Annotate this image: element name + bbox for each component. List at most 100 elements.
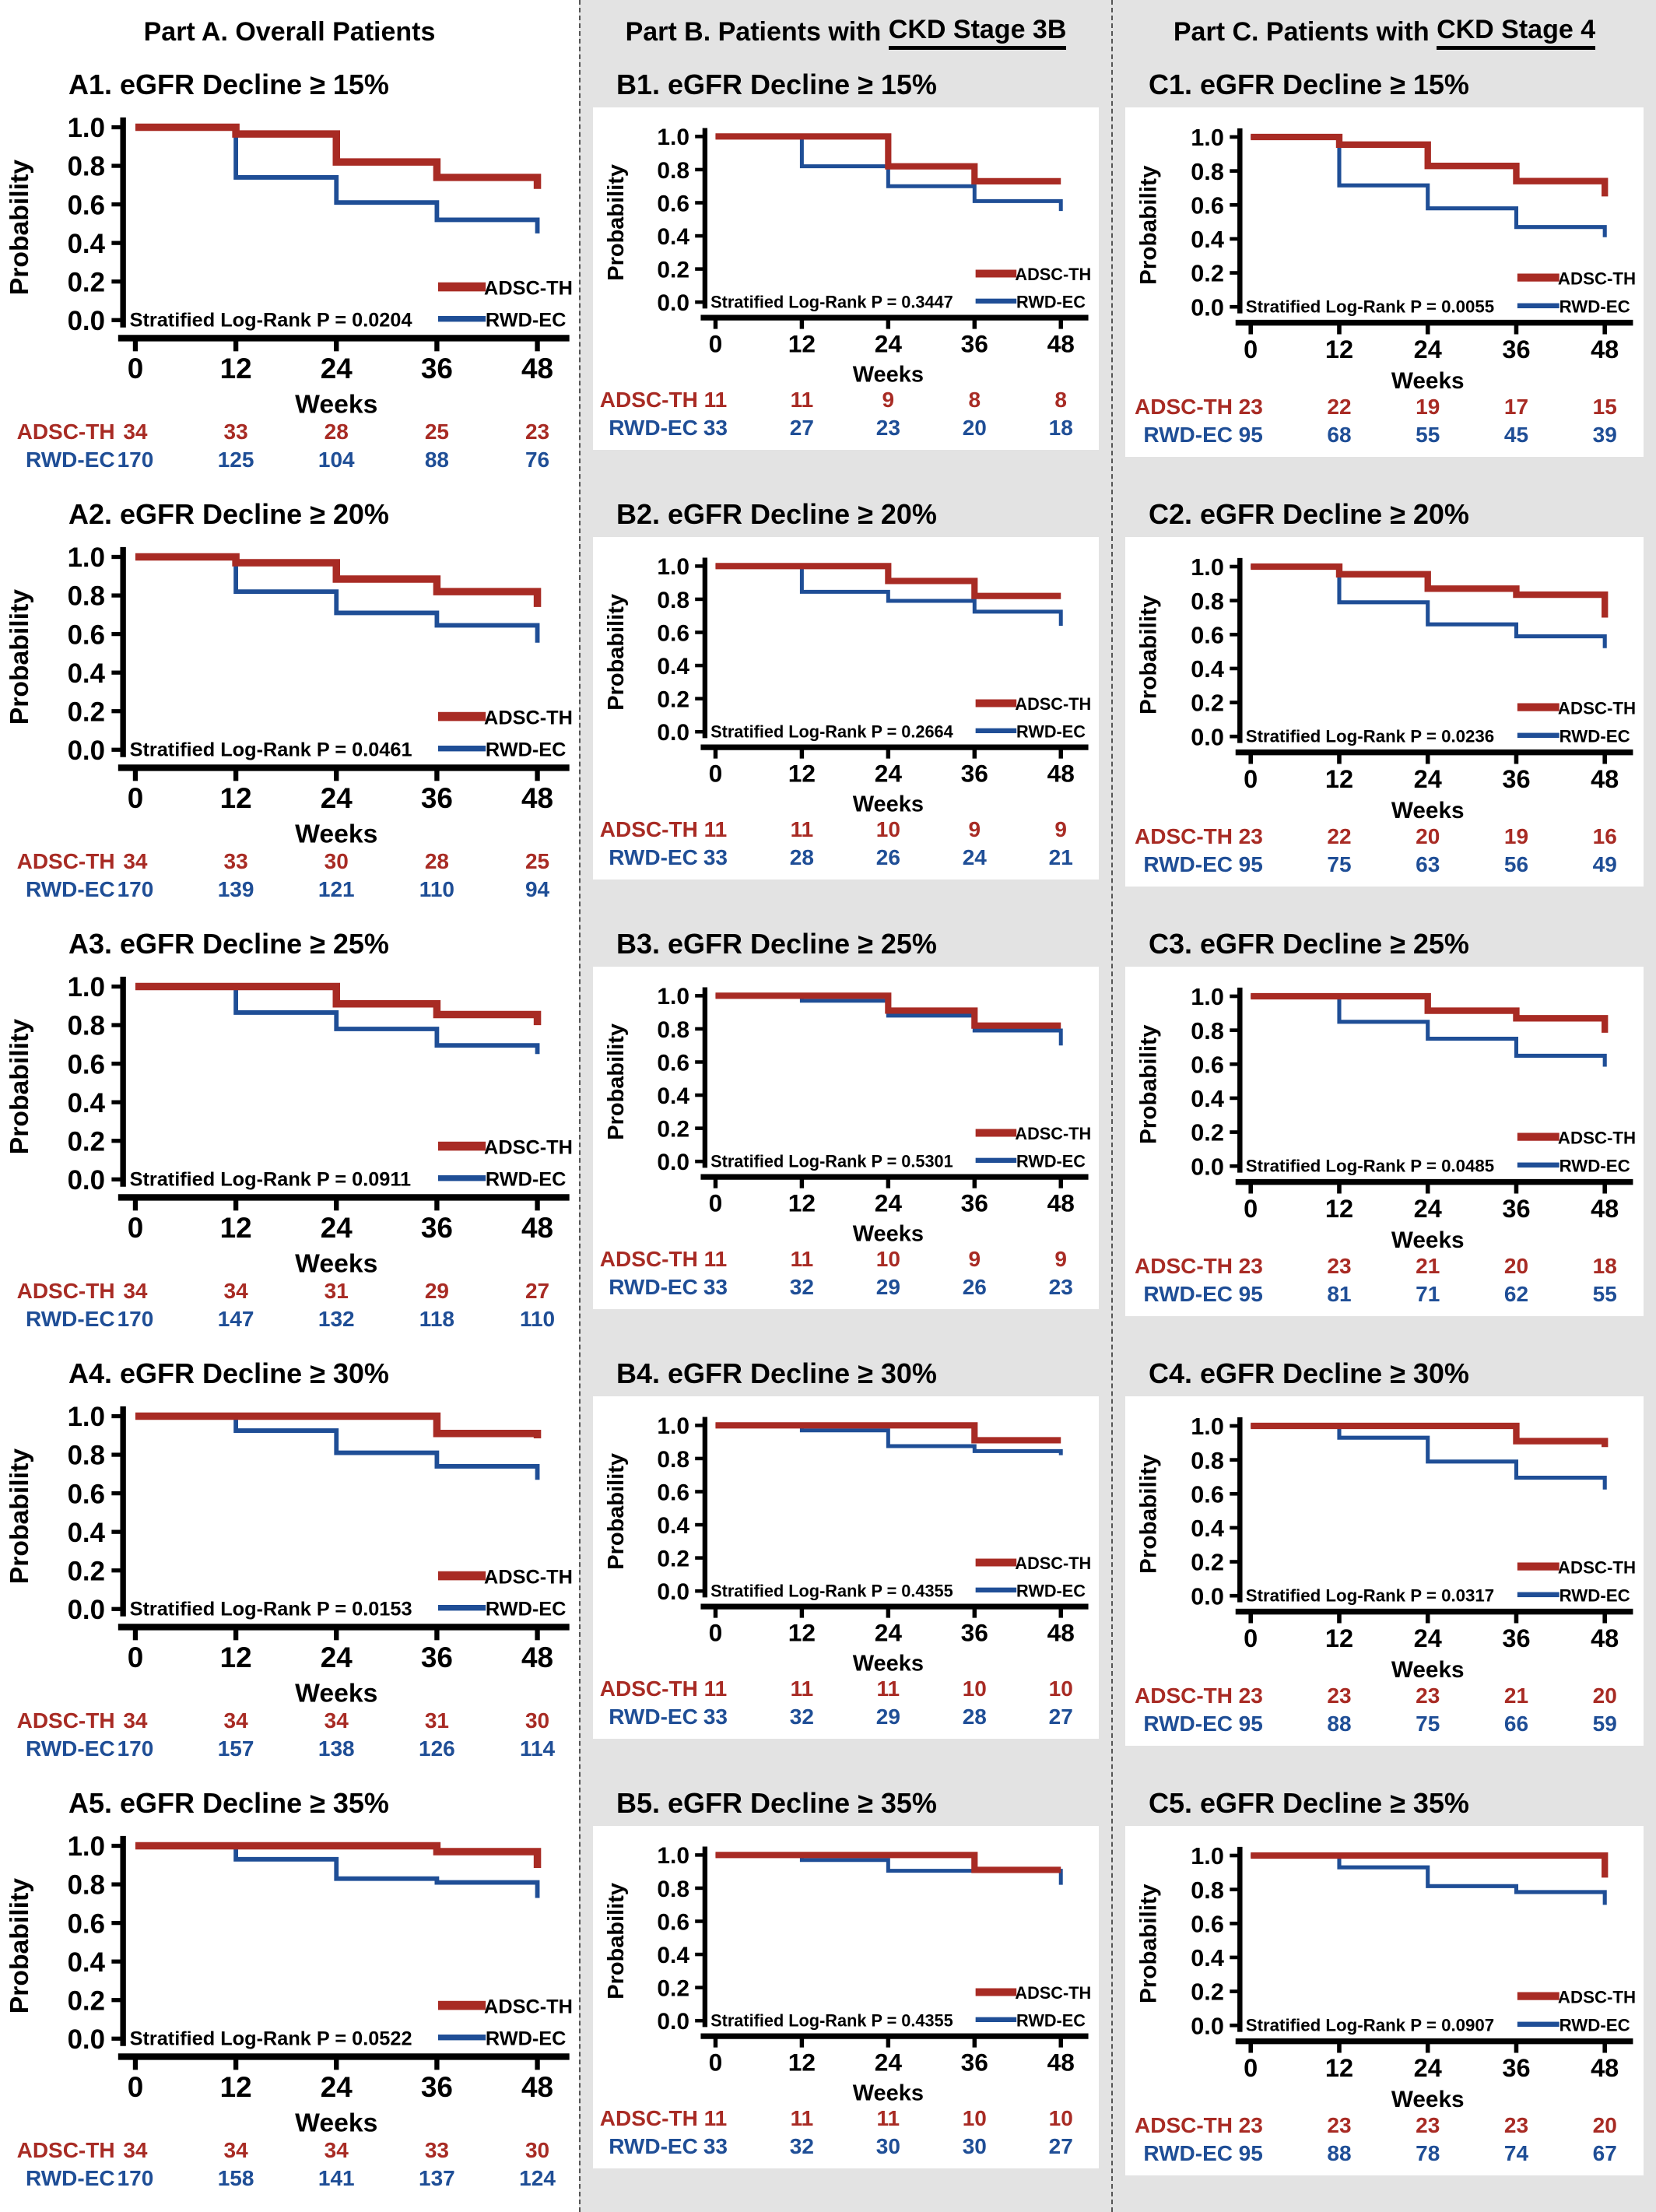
risk-row-label: RWD-EC: [609, 844, 698, 869]
risk-table-row: ADSC-TH 34 33 30 28 25: [0, 848, 574, 876]
km-chart-A1: 1.0 0.8 0.6 0.4 0.2 0.0 0 12 24 36 48 Weeks Probabil…: [5, 114, 573, 418]
x-tick-label: 0: [1244, 2054, 1258, 2082]
risk-count: 71: [1416, 1281, 1440, 1306]
adsc-th-legend-label: ADSC-TH: [1558, 1128, 1636, 1147]
panel-B1: B1. eGFR Decline ≥ 15% 1.0 0.8 0.6 0.4 0.2 0.0…: [581, 64, 1111, 493]
risk-table-row: RWD-EC 33 27 23 20 18: [599, 414, 1093, 442]
risk-count: 23: [1238, 1683, 1263, 1708]
x-tick-label: 24: [321, 2071, 353, 2103]
risk-row-label: RWD-EC: [26, 2165, 115, 2190]
adsc-th-curve: [715, 563, 1061, 599]
x-axis-title: Weeks: [853, 2081, 924, 2105]
risk-count: 10: [1048, 1676, 1073, 1701]
risk-count: 68: [1327, 422, 1352, 447]
y-tick-label: 0.8: [68, 582, 105, 612]
risk-count: 19: [1416, 394, 1440, 419]
x-tick-label: 48: [521, 1212, 553, 1244]
adsc-th-curve: [1251, 133, 1609, 197]
rwd-ec-curve: [1251, 135, 1607, 237]
risk-count: 23: [1327, 1253, 1352, 1278]
y-tick-label: 0.4: [657, 1943, 689, 1968]
risk-count: 34: [324, 2137, 349, 2162]
y-tick-label: 0.8: [68, 1441, 105, 1471]
risk-count: 141: [318, 2165, 355, 2190]
km-chart-B5: 1.0 0.8 0.6 0.4 0.2 0.0 0 12 24 36 48 Weeks Probabil…: [604, 1843, 1091, 2105]
risk-count: 125: [217, 447, 254, 472]
y-tick-label: 0.6: [68, 1050, 105, 1080]
adsc-th-curve: [1251, 1852, 1609, 1878]
y-tick-label: 0.2: [1191, 261, 1224, 287]
risk-table-row: ADSC-TH 11 11 10 9 9: [599, 816, 1093, 844]
risk-table-row: ADSC-TH 34 33 28 25 23: [0, 418, 574, 446]
rwd-ec-legend-swatch: [975, 298, 1017, 304]
y-tick-label: 0.4: [657, 224, 689, 250]
y-tick-label: 0.6: [657, 1909, 689, 1935]
rwd-ec-curve: [1251, 1853, 1607, 1905]
y-tick-label: 0.0: [657, 1579, 689, 1605]
y-tick-label: 0.2: [1191, 690, 1224, 717]
log-rank-p-label: Stratified Log-Rank P = 0.0236: [1246, 727, 1494, 746]
risk-count: 32: [789, 2133, 814, 2158]
panel-title: B2. eGFR Decline ≥ 20%: [616, 498, 937, 530]
risk-count: 118: [419, 1306, 454, 1331]
km-chart-C5: 1.0 0.8 0.6 0.4 0.2 0.0 0 12 24 36 48 Weeks Probabil…: [1136, 1843, 1637, 2112]
risk-count: 19: [1503, 823, 1529, 848]
x-tick-label: 24: [875, 1189, 903, 1217]
risk-count: 29: [424, 1278, 449, 1303]
risk-count: 28: [324, 419, 349, 444]
x-tick-label: 36: [421, 2071, 453, 2103]
x-axis-title: Weeks: [853, 792, 924, 816]
x-tick-label: 48: [1591, 335, 1619, 363]
adsc-th-legend-label: ADSC-TH: [484, 1137, 573, 1159]
x-tick-label: 0: [709, 759, 723, 787]
risk-count: 9: [882, 387, 895, 412]
risk-count: 33: [703, 1704, 728, 1729]
risk-count: 11: [703, 1246, 728, 1271]
x-tick-label: 48: [521, 1641, 553, 1673]
risk-count: 27: [525, 1278, 550, 1303]
risk-row-label: RWD-EC: [26, 447, 115, 472]
y-tick-label: 0.2: [68, 1127, 105, 1157]
risk-count: 28: [962, 1704, 987, 1729]
y-tick-label: 1.0: [68, 543, 105, 573]
risk-count: 10: [875, 1246, 900, 1271]
risk-count: 95: [1238, 1281, 1263, 1306]
rwd-ec-legend-swatch: [1517, 1592, 1560, 1598]
risk-count: 95: [1238, 422, 1263, 447]
risk-row-label: RWD-EC: [609, 1704, 698, 1729]
risk-row-label: ADSC-TH: [1135, 394, 1233, 419]
x-tick-label: 0: [128, 782, 144, 814]
y-tick-label: 1.0: [657, 984, 689, 1009]
risk-count: 10: [875, 816, 900, 841]
x-tick-label: 12: [220, 2071, 252, 2103]
rwd-ec-legend-label: RWD-EC: [486, 1169, 567, 1191]
x-tick-label: 12: [788, 329, 816, 357]
risk-table-row: ADSC-TH 23 23 23 23 20: [1131, 2112, 1637, 2140]
x-tick-label: 24: [875, 759, 903, 787]
risk-count: 23: [1238, 1253, 1263, 1278]
risk-count: 33: [424, 2137, 449, 2162]
risk-table-row: RWD-EC 33 32 30 30 27: [599, 2133, 1093, 2161]
risk-count: 78: [1416, 2140, 1440, 2165]
adsc-th-legend-swatch: [437, 1571, 486, 1581]
y-tick-label: 1.0: [1191, 984, 1224, 1010]
risk-count: 16: [1592, 823, 1617, 848]
log-rank-p-label: Stratified Log-Rank P = 0.0461: [130, 739, 412, 761]
risk-count: 10: [1048, 2105, 1073, 2130]
adsc-th-legend-label: ADSC-TH: [1558, 698, 1636, 718]
x-tick-label: 24: [1414, 1195, 1442, 1223]
risk-count: 33: [703, 2133, 728, 2158]
risk-count: 21: [1416, 1253, 1440, 1278]
risk-row-label: ADSC-TH: [599, 816, 698, 841]
log-rank-p-label: Stratified Log-Rank P = 0.0055: [1246, 297, 1494, 317]
risk-count: 30: [525, 2137, 550, 2162]
risk-count: 49: [1592, 851, 1617, 876]
risk-count: 170: [117, 447, 154, 472]
risk-table-row: ADSC-TH 23 23 21 20 18: [1131, 1252, 1637, 1280]
x-tick-label: 48: [1047, 1189, 1075, 1217]
risk-count: 147: [217, 1306, 254, 1331]
y-tick-label: 0.8: [68, 1012, 105, 1041]
y-tick-label: 1.0: [68, 114, 105, 143]
risk-count: 10: [962, 1676, 987, 1701]
rwd-ec-legend-label: RWD-EC: [486, 2028, 567, 2050]
